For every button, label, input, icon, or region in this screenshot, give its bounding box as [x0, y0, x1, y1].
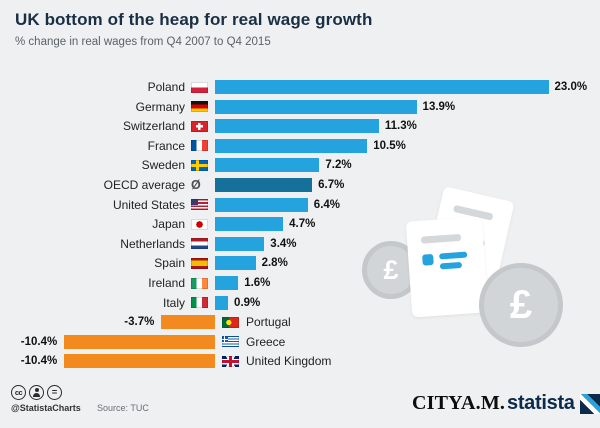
- bar-jp: [215, 217, 284, 232]
- flag-de-icon: [191, 101, 208, 113]
- oecd-average-symbol: Ø: [191, 178, 201, 192]
- value-label: 3.4%: [270, 237, 297, 250]
- page-title: UK bottom of the heap for real wage grow…: [15, 10, 373, 29]
- bar-gb: [64, 354, 215, 369]
- value-label: 7.2%: [325, 159, 352, 172]
- chart-subtitle: % change in real wages from Q4 2007 to Q…: [15, 36, 271, 48]
- value-label: 0.9%: [234, 296, 261, 309]
- value-label: -10.4%: [20, 355, 58, 368]
- country-label: Spain: [154, 256, 185, 271]
- country-label: Japan: [152, 217, 185, 232]
- value-label: 13.9%: [422, 100, 456, 113]
- bar-us: [215, 197, 308, 212]
- statista-logo: statista: [507, 392, 600, 415]
- chart-row-pl: Poland 23.0%: [0, 77, 600, 97]
- bar-se: [215, 158, 320, 173]
- flag-nl-icon: [191, 238, 208, 250]
- bar-de: [215, 99, 417, 114]
- flag-fr-icon: [191, 140, 208, 152]
- value-label: -10.4%: [20, 335, 58, 348]
- cityam-logo: CITYA.M.: [412, 392, 506, 414]
- flag-pl-icon: [191, 81, 208, 93]
- value-label: 6.4%: [313, 198, 341, 211]
- person-body: [33, 393, 40, 398]
- chart-row-us: United States 6.4%: [0, 195, 600, 215]
- value-label: 10.5%: [373, 139, 406, 152]
- flag-gr-icon: [222, 336, 239, 348]
- country-label: United Kingdom: [246, 354, 332, 369]
- cc-license-icons: cc =: [11, 385, 62, 400]
- country-label: Ireland: [148, 276, 185, 290]
- statista-logo-icon: [579, 393, 600, 414]
- country-label: Italy: [162, 295, 185, 310]
- country-label: France: [147, 138, 185, 153]
- country-label: Portugal: [246, 315, 291, 330]
- bar-oecd: [215, 178, 313, 192]
- bar-gr: [64, 334, 215, 349]
- value-label: 11.3%: [384, 120, 417, 133]
- flag-gb-icon: [222, 355, 239, 367]
- chart-row-fr: France 10.5%: [0, 136, 600, 156]
- chart-row-se: Sweden 7.2%: [0, 155, 600, 175]
- cc-icon-text: cc: [14, 388, 23, 397]
- chart-row-gr: Greece -10.4%: [0, 332, 600, 352]
- chart-row-es: Spain 2.8%: [0, 253, 600, 273]
- bar-pl: [215, 80, 549, 94]
- value-label: 23.0%: [554, 81, 588, 93]
- bar-ch: [215, 119, 379, 134]
- country-label: Germany: [135, 99, 185, 114]
- flag-jp-icon: [191, 218, 208, 230]
- statista-logo-text: statista: [507, 392, 575, 414]
- flag-ch-icon: [191, 120, 208, 132]
- cc-icon: cc: [11, 385, 26, 400]
- bar-ie: [215, 276, 239, 290]
- source-label: Source: TUC: [97, 403, 149, 413]
- country-label: Poland: [147, 80, 185, 94]
- bar-nl: [215, 236, 265, 251]
- chart-row-jp: Japan 4.7%: [0, 214, 600, 234]
- bar-fr: [215, 138, 368, 153]
- cc-nd-icon: =: [47, 385, 62, 400]
- value-label: -3.7%: [124, 316, 155, 329]
- country-label: Sweden: [141, 158, 185, 173]
- chart-row-pt: Portugal -3.7%: [0, 312, 600, 332]
- flag-us-icon: [191, 199, 208, 211]
- bar-it: [215, 295, 229, 310]
- flag-pt-icon: [222, 316, 239, 328]
- value-label: 1.6%: [244, 277, 271, 289]
- value-label: 4.7%: [289, 218, 316, 231]
- flag-ie-icon: [191, 277, 208, 289]
- person-head: [34, 388, 39, 393]
- chart-row-nl: Netherlands 3.4%: [0, 234, 600, 254]
- country-label: Greece: [246, 334, 286, 349]
- country-label: OECD average: [103, 178, 185, 192]
- chart-row-it: Italy 0.9%: [0, 293, 600, 313]
- country-label: Switzerland: [122, 119, 185, 134]
- chart-row-oecd: OECD average Ø 6.7%: [0, 175, 600, 195]
- bar-pt: [161, 315, 215, 330]
- flag-es-icon: [191, 257, 208, 269]
- statista-handle: @StatistaCharts: [11, 403, 81, 413]
- chart-row-ch: Switzerland 11.3%: [0, 116, 600, 136]
- value-label: 2.8%: [261, 257, 288, 270]
- country-label: Netherlands: [120, 236, 185, 251]
- bar-es: [215, 256, 256, 271]
- country-label: United States: [112, 197, 185, 212]
- flag-se-icon: [191, 159, 208, 171]
- equals-icon-text: =: [51, 386, 58, 398]
- flag-it-icon: [191, 297, 208, 309]
- value-label: 6.7%: [318, 179, 345, 191]
- chart-row-ie: Ireland 1.6%: [0, 273, 600, 293]
- cc-by-person-icon: [29, 385, 44, 400]
- chart-row-gb: United Kingdom -10.4%: [0, 351, 600, 371]
- chart-row-de: Germany 13.9%: [0, 97, 600, 117]
